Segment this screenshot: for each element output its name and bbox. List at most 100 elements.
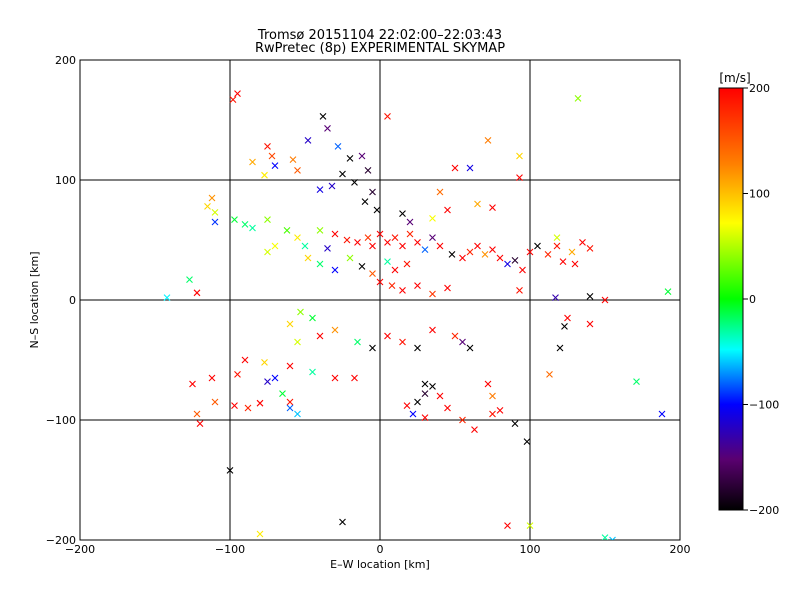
data-point-marker xyxy=(496,254,504,262)
data-point-marker xyxy=(511,420,519,427)
data-point-marker xyxy=(451,164,459,172)
data-point-marker xyxy=(324,125,331,132)
data-point-marker xyxy=(436,188,444,196)
data-point-marker xyxy=(268,152,276,160)
data-point-marker xyxy=(244,404,252,412)
colorbar-tick-label: 0 xyxy=(749,293,756,306)
data-point-marker xyxy=(459,338,466,346)
data-point-marker xyxy=(376,278,384,286)
data-point-marker xyxy=(574,95,582,102)
data-point-marker xyxy=(421,390,429,397)
data-point-marker xyxy=(429,326,436,334)
data-point-marker xyxy=(489,392,496,400)
data-point-marker xyxy=(471,426,478,433)
data-point-marker xyxy=(208,194,216,202)
data-point-marker xyxy=(283,227,291,234)
data-point-marker xyxy=(286,362,294,370)
data-point-marker xyxy=(264,143,271,150)
data-point-marker xyxy=(466,248,474,256)
x-tick-label: 200 xyxy=(670,543,691,556)
data-point-marker xyxy=(369,270,376,277)
data-point-marker xyxy=(369,188,376,196)
data-point-marker xyxy=(211,209,219,216)
data-point-marker xyxy=(399,287,406,294)
data-point-marker xyxy=(316,186,324,193)
data-point-marker xyxy=(466,164,474,172)
x-tick-label: 0 xyxy=(377,543,384,556)
data-point-marker xyxy=(294,234,301,241)
data-point-marker xyxy=(414,344,421,352)
y-axis-label: N–S location [km] xyxy=(28,251,41,348)
data-point-marker xyxy=(601,296,609,304)
data-point-marker xyxy=(429,215,436,222)
data-point-marker xyxy=(309,314,316,322)
data-point-marker xyxy=(229,96,237,103)
data-point-marker xyxy=(324,245,331,252)
data-point-marker xyxy=(436,392,444,400)
data-point-marker xyxy=(561,323,568,330)
data-point-marker xyxy=(346,254,354,262)
data-point-marker xyxy=(489,204,496,211)
data-point-marker xyxy=(208,374,216,382)
data-point-marker xyxy=(429,290,436,298)
y-tick-label: −100 xyxy=(46,414,76,427)
data-point-marker xyxy=(403,402,411,409)
data-point-marker xyxy=(384,239,391,246)
data-point-marker xyxy=(261,171,268,179)
data-point-marker xyxy=(451,332,459,340)
data-point-marker xyxy=(391,266,399,274)
data-point-marker xyxy=(234,371,241,378)
data-point-marker xyxy=(444,404,451,412)
data-point-marker xyxy=(279,390,286,397)
data-point-marker xyxy=(459,416,466,424)
data-point-marker xyxy=(351,374,358,382)
data-point-marker xyxy=(489,246,496,253)
data-point-marker xyxy=(504,260,511,268)
data-point-marker xyxy=(564,314,571,322)
data-point-marker xyxy=(334,143,342,150)
data-point-marker xyxy=(316,227,324,234)
data-point-marker xyxy=(388,282,396,289)
data-point-marker xyxy=(358,263,366,270)
colorbar-tick-label: −100 xyxy=(749,399,779,412)
data-point-marker xyxy=(436,242,444,250)
data-point-marker xyxy=(354,239,361,246)
data-point-marker xyxy=(519,266,526,274)
data-point-marker xyxy=(271,374,279,382)
data-point-marker xyxy=(556,344,564,352)
data-point-marker xyxy=(369,242,376,250)
data-point-marker xyxy=(516,287,523,294)
data-point-marker xyxy=(406,230,414,238)
data-point-marker xyxy=(552,294,559,301)
data-point-marker xyxy=(234,90,241,97)
data-point-marker xyxy=(316,332,324,340)
data-point-marker xyxy=(204,203,211,210)
data-point-marker xyxy=(579,239,586,246)
data-point-marker xyxy=(331,326,339,334)
colorbar xyxy=(718,87,744,511)
data-point-marker xyxy=(231,216,238,223)
data-point-marker xyxy=(429,234,436,241)
data-point-marker xyxy=(319,113,327,120)
y-tick-label: 100 xyxy=(55,174,76,187)
data-point-marker xyxy=(459,254,466,262)
chart-subtitle: RwPretec (8p) EXPERIMENTAL SKYMAP xyxy=(255,41,505,56)
data-point-marker xyxy=(231,402,238,409)
data-point-marker xyxy=(316,260,324,268)
data-point-marker xyxy=(249,158,256,166)
data-point-marker xyxy=(373,206,381,214)
data-point-marker xyxy=(414,398,421,406)
data-point-marker xyxy=(421,380,429,388)
data-point-marker xyxy=(448,251,456,258)
data-point-marker xyxy=(586,320,594,328)
colorbar-tick-label: 200 xyxy=(749,82,770,95)
x-tick-label: 100 xyxy=(520,543,541,556)
data-point-marker xyxy=(331,266,339,274)
colorbar-tick-label: 100 xyxy=(749,188,770,201)
data-point-marker xyxy=(376,230,384,238)
data-point-marker xyxy=(384,258,391,265)
data-point-marker xyxy=(361,198,369,205)
data-point-marker xyxy=(664,288,672,295)
data-point-marker xyxy=(339,170,346,178)
data-point-marker xyxy=(511,257,519,264)
